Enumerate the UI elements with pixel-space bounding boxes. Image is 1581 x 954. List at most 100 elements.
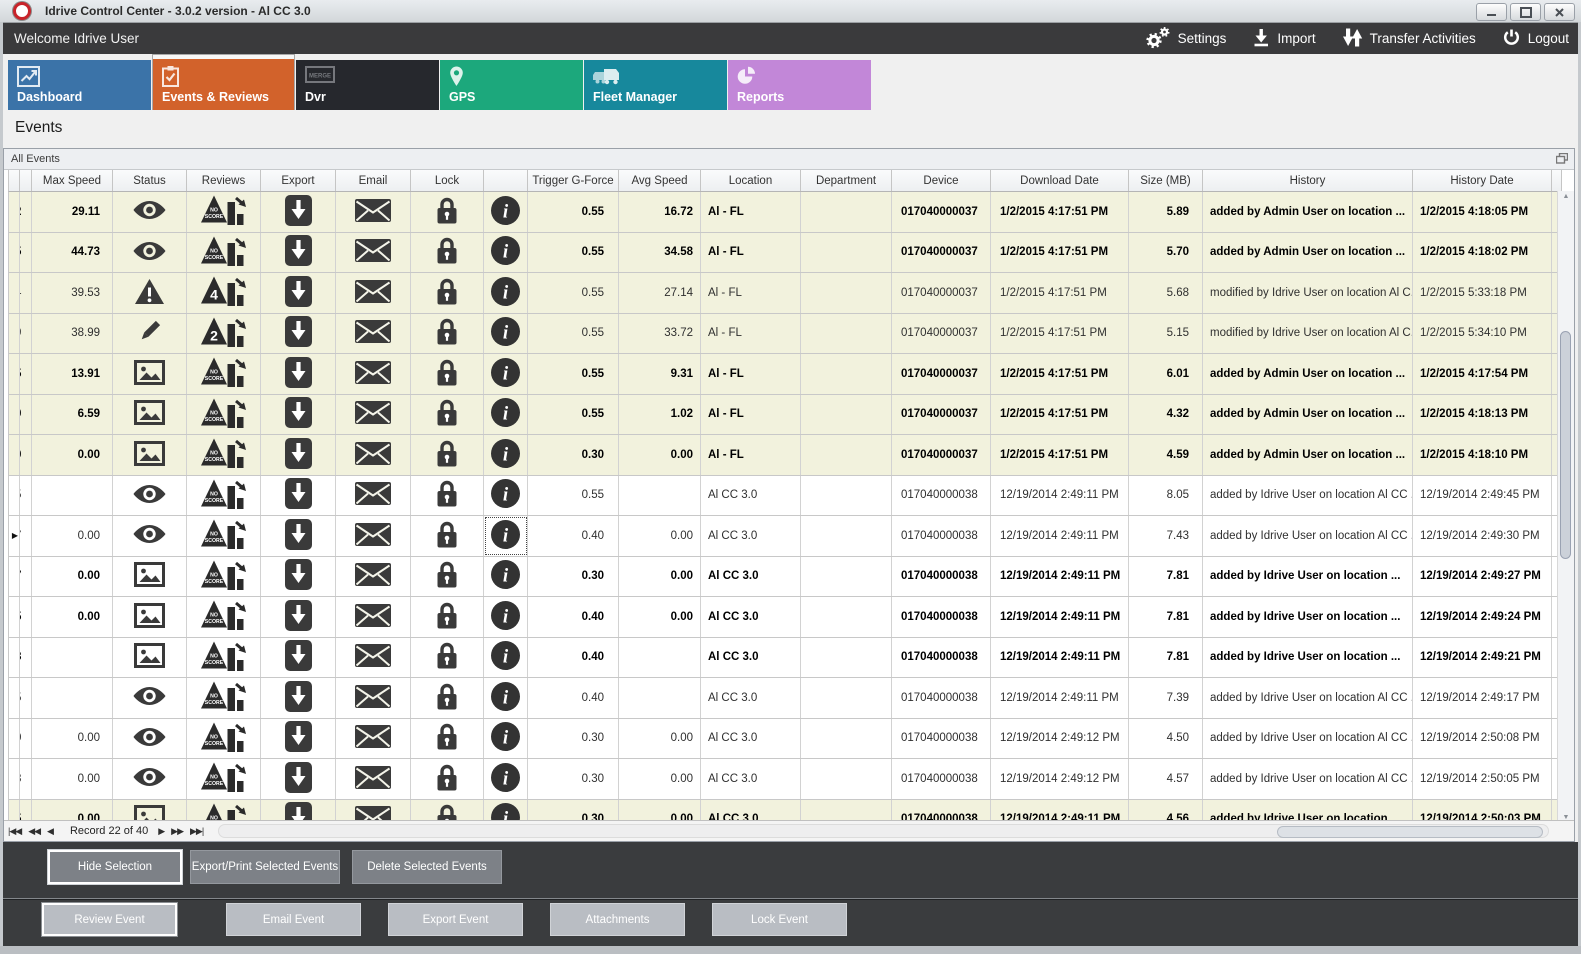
- topbar-action-settings[interactable]: Settings: [1144, 26, 1226, 52]
- cell-status[interactable]: [113, 435, 187, 475]
- export-download-icon[interactable]: [284, 721, 312, 755]
- export-download-icon[interactable]: [284, 518, 312, 553]
- cell-email[interactable]: [336, 678, 411, 718]
- scroll-down-icon[interactable]: ▼: [1562, 814, 1570, 821]
- info-icon[interactable]: i: [490, 519, 521, 553]
- export-download-icon[interactable]: [284, 599, 312, 634]
- tab-dvr[interactable]: MERGE Dvr: [296, 60, 439, 110]
- button-review-event[interactable]: Review Event: [41, 902, 178, 937]
- info-icon[interactable]: i: [490, 600, 521, 634]
- email-envelope-icon[interactable]: [355, 198, 391, 225]
- nav-last-record-button[interactable]: ▶▶|: [190, 825, 204, 836]
- cell-lock[interactable]: [411, 273, 484, 313]
- cell-lock[interactable]: [411, 516, 484, 556]
- lock-icon[interactable]: [435, 479, 459, 511]
- cell-status[interactable]: [113, 313, 187, 353]
- export-download-icon[interactable]: [284, 275, 312, 310]
- cell-export[interactable]: [261, 435, 336, 475]
- review-score-icon[interactable]: 2: [200, 316, 248, 351]
- status-image-icon[interactable]: [134, 643, 165, 671]
- cell-info[interactable]: i: [484, 516, 528, 556]
- cell-email[interactable]: [336, 354, 411, 394]
- nav-first-record-button[interactable]: |◀◀: [8, 825, 22, 836]
- horizontal-scrollbar[interactable]: [218, 824, 1549, 838]
- status-viewed-eye-icon[interactable]: [132, 483, 167, 508]
- info-icon[interactable]: i: [490, 559, 521, 593]
- status-viewed-eye-icon[interactable]: [132, 523, 167, 548]
- cell-lock[interactable]: [411, 232, 484, 272]
- email-envelope-icon[interactable]: [355, 644, 391, 670]
- cell-export[interactable]: [261, 637, 336, 677]
- cell-status[interactable]: [113, 556, 187, 596]
- cell-email[interactable]: [336, 313, 411, 353]
- status-viewed-eye-icon[interactable]: [132, 240, 167, 265]
- column-header-status[interactable]: Status: [113, 170, 187, 191]
- export-download-icon[interactable]: [284, 437, 312, 472]
- maximize-button[interactable]: [1510, 3, 1541, 21]
- lock-icon[interactable]: [435, 196, 459, 228]
- cell-reviews[interactable]: 2: [187, 313, 261, 353]
- email-envelope-icon[interactable]: [355, 684, 391, 711]
- column-header-avg_speed[interactable]: Avg Speed: [619, 170, 701, 191]
- info-icon[interactable]: i: [490, 802, 521, 823]
- cell-email[interactable]: [336, 232, 411, 272]
- cell-status[interactable]: [113, 718, 187, 758]
- lock-icon[interactable]: [435, 601, 459, 633]
- info-icon[interactable]: i: [490, 438, 521, 472]
- status-viewed-eye-icon[interactable]: [132, 199, 167, 224]
- lock-icon[interactable]: [435, 277, 459, 309]
- info-icon[interactable]: i: [490, 762, 521, 796]
- button-lock-event[interactable]: Lock Event: [712, 903, 847, 936]
- cell-reviews[interactable]: 4: [187, 273, 261, 313]
- cell-export[interactable]: [261, 718, 336, 758]
- close-button[interactable]: [1544, 3, 1575, 21]
- cell-lock[interactable]: [411, 759, 484, 799]
- lock-icon[interactable]: [435, 682, 459, 714]
- cell-info[interactable]: i: [484, 718, 528, 758]
- cell-email[interactable]: [336, 394, 411, 434]
- lock-icon[interactable]: [435, 520, 459, 552]
- tab-dashboard[interactable]: Dashboard: [8, 60, 151, 110]
- export-download-icon[interactable]: [284, 478, 312, 512]
- info-icon[interactable]: i: [490, 721, 521, 755]
- cell-lock[interactable]: [411, 637, 484, 677]
- cell-info[interactable]: i: [484, 475, 528, 515]
- topbar-action-import[interactable]: Import: [1252, 28, 1316, 50]
- export-download-icon[interactable]: [284, 559, 312, 593]
- status-edited-pencil-icon[interactable]: [136, 318, 163, 348]
- cell-email[interactable]: [336, 556, 411, 596]
- restore-panel-icon[interactable]: [1555, 152, 1569, 167]
- cell-lock[interactable]: [411, 597, 484, 637]
- email-envelope-icon[interactable]: [355, 725, 391, 751]
- nav-next-record-button[interactable]: ▶: [158, 825, 165, 836]
- lock-icon[interactable]: [435, 641, 459, 673]
- email-envelope-icon[interactable]: [355, 441, 391, 468]
- cell-status[interactable]: [113, 597, 187, 637]
- tab-gps[interactable]: GPS: [440, 60, 583, 110]
- lock-icon[interactable]: [435, 317, 459, 349]
- cell-export[interactable]: [261, 556, 336, 596]
- cell-status[interactable]: [113, 192, 187, 232]
- column-header-email[interactable]: Email: [336, 170, 411, 191]
- email-envelope-icon[interactable]: [355, 279, 391, 306]
- email-envelope-icon[interactable]: [355, 482, 391, 508]
- cell-info[interactable]: i: [484, 759, 528, 799]
- button-export-event[interactable]: Export Event: [388, 903, 523, 936]
